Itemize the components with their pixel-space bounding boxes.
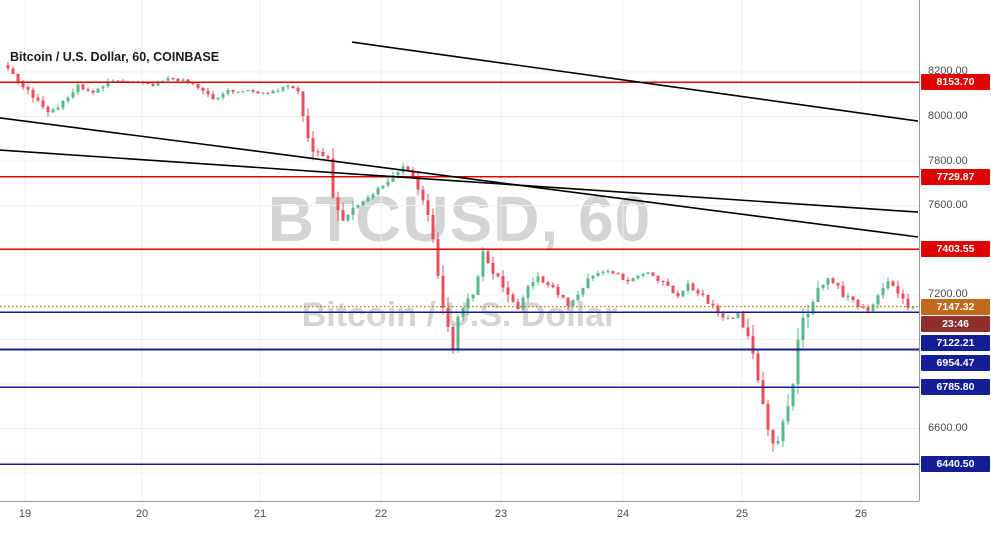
trendline-3[interactable] xyxy=(0,149,919,213)
level-price-badge: 7729.87 xyxy=(921,168,990,185)
last-price-badge: 7147.32 xyxy=(921,298,990,315)
price-tick: 6600.00 xyxy=(928,422,968,435)
level-price-badge: 8153.70 xyxy=(921,74,990,91)
price-tick: 7600.00 xyxy=(928,199,968,212)
level-price-badge: 7122.21 xyxy=(921,335,990,352)
price-tick: 7800.00 xyxy=(928,154,968,167)
time-axis[interactable]: 19 20 21 22 23 24 25 26 xyxy=(0,501,919,539)
symbol-legend[interactable]: Bitcoin / U.S. Dollar, 60, COINBASE xyxy=(10,50,220,64)
level-price-badge: 6440.50 xyxy=(921,456,990,473)
time-tick: 24 xyxy=(616,508,630,520)
price-tick: 7200.00 xyxy=(928,288,968,301)
time-tick: 19 xyxy=(18,508,32,520)
price-axis[interactable]: 8200.00 8000.00 7800.00 7600.00 7200.00 6600.… xyxy=(919,0,991,501)
trendline-2[interactable] xyxy=(0,117,919,238)
bar-countdown-badge: 23:46 xyxy=(921,315,990,332)
candlestick-series xyxy=(6,62,915,452)
candlestick-chart[interactable] xyxy=(0,0,919,501)
time-tick: 25 xyxy=(735,508,749,520)
level-price-badge: 7403.55 xyxy=(921,241,990,258)
price-tick: 8000.00 xyxy=(928,109,968,122)
time-tick: 20 xyxy=(135,508,149,520)
time-tick: 22 xyxy=(374,508,388,520)
time-tick: 26 xyxy=(854,508,868,520)
time-tick: 23 xyxy=(494,508,508,520)
level-price-badge: 6785.80 xyxy=(921,379,990,396)
level-price-badge: 6954.47 xyxy=(921,354,990,371)
trendline-1[interactable] xyxy=(351,41,919,122)
chart-plot-area[interactable] xyxy=(0,0,919,501)
time-tick: 21 xyxy=(253,508,267,520)
